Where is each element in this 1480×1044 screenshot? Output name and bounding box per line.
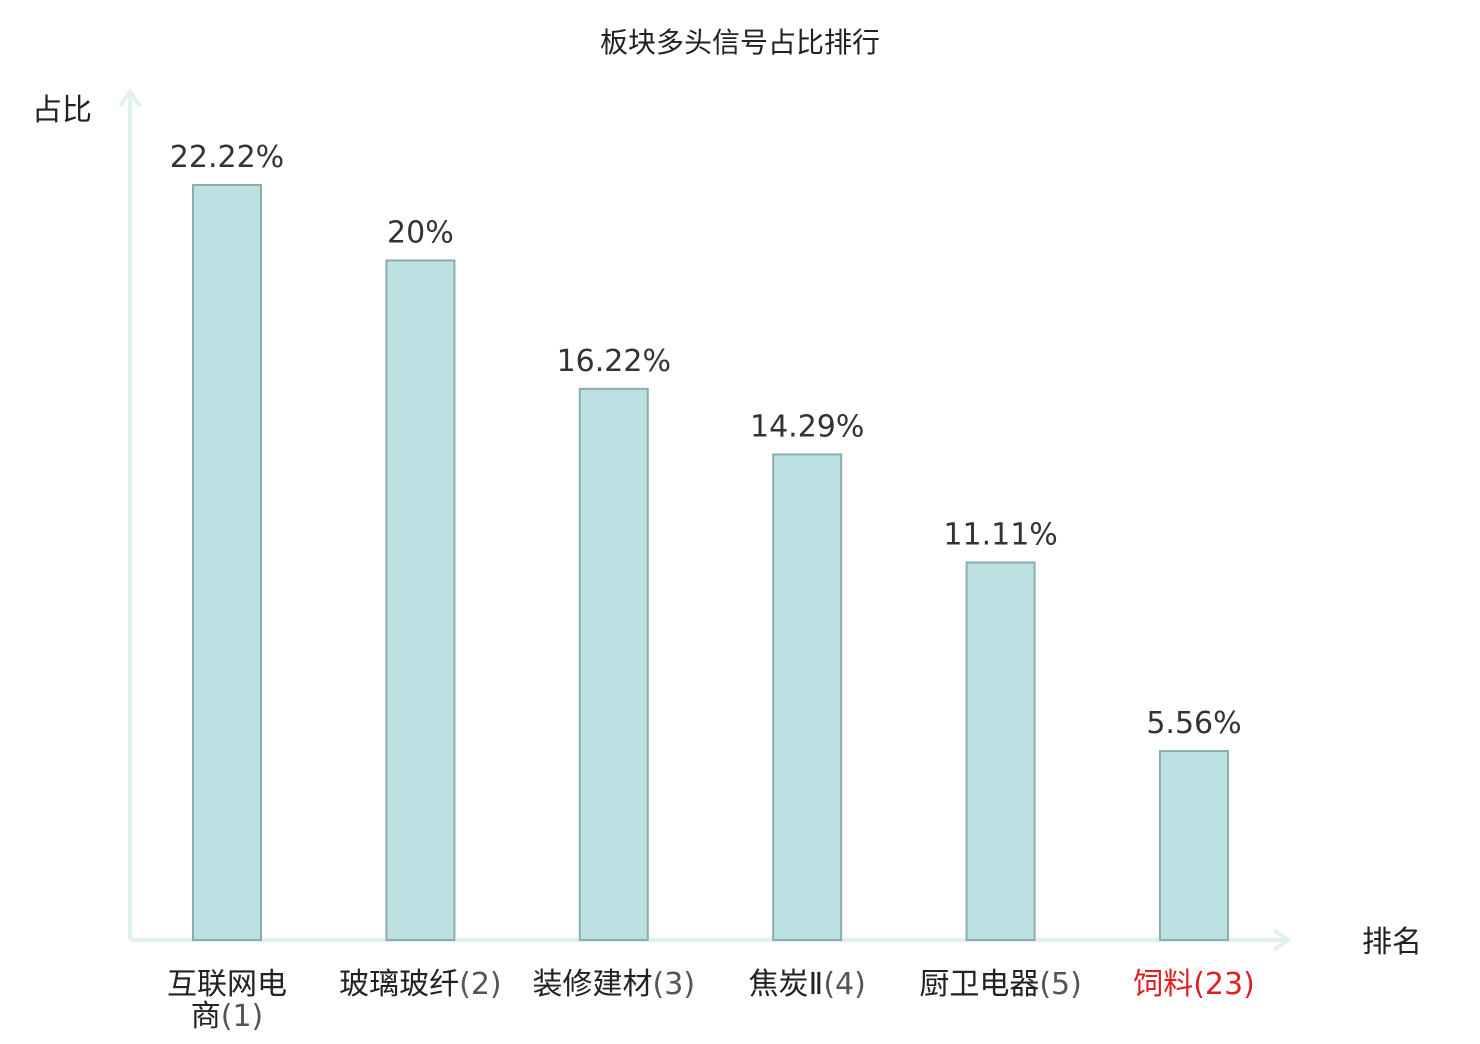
category-name: 玻璃玻纤 xyxy=(339,967,459,1002)
value-label-3: 16.22% xyxy=(557,344,671,379)
category-label-1-line-1: 互联网电 xyxy=(167,967,287,1002)
category-rank: (23) xyxy=(1193,967,1255,1002)
category-label-3: 装修建材(3) xyxy=(533,967,696,1002)
bar-3 xyxy=(578,387,649,942)
category-rank: (4) xyxy=(823,967,866,1002)
bar-2 xyxy=(385,259,456,941)
value-label-1: 22.22% xyxy=(170,140,284,175)
bar-1 xyxy=(192,184,262,941)
value-label-2: 20% xyxy=(387,215,454,250)
category-label-2: 玻璃玻纤(2) xyxy=(339,967,502,1002)
x-axis-label: 排名 xyxy=(1362,925,1422,960)
category-name: 装修建材 xyxy=(533,967,653,1002)
value-label-4: 14.29% xyxy=(750,409,864,444)
value-labels: 22.22% 20% 16.22% 14.29% 11.11% 5.56% xyxy=(170,140,1242,741)
bar-5 xyxy=(965,561,1036,941)
axes xyxy=(118,88,1292,952)
bars xyxy=(192,184,1229,942)
value-label-5: 11.11% xyxy=(943,518,1057,553)
bar-4 xyxy=(772,453,843,941)
category-label-4: 焦炭Ⅱ(4) xyxy=(749,967,866,1002)
bar-6 xyxy=(1159,750,1229,941)
category-name: 互联网电 xyxy=(167,967,287,1002)
y-axis-arrow xyxy=(118,88,142,108)
category-name: 商 xyxy=(191,999,221,1034)
category-label-5: 厨卫电器(5) xyxy=(919,967,1082,1002)
category-label-1-line-2: 商(1) xyxy=(191,999,264,1034)
category-rank: (1) xyxy=(221,999,264,1034)
category-label-6: 饲料(23) xyxy=(1133,967,1255,1002)
value-label-6: 5.56% xyxy=(1146,706,1241,741)
category-name: 饲料 xyxy=(1133,967,1193,1002)
chart-title: 板块多头信号占比排行 xyxy=(600,26,880,59)
category-rank: (3) xyxy=(653,967,696,1002)
category-rank: (2) xyxy=(459,967,502,1002)
y-axis-label: 占比 xyxy=(32,93,92,128)
category-name: 焦炭Ⅱ xyxy=(749,967,824,1002)
category-rank: (5) xyxy=(1039,967,1082,1002)
category-name: 厨卫电器 xyxy=(919,967,1039,1002)
x-axis-arrow xyxy=(1272,928,1292,952)
